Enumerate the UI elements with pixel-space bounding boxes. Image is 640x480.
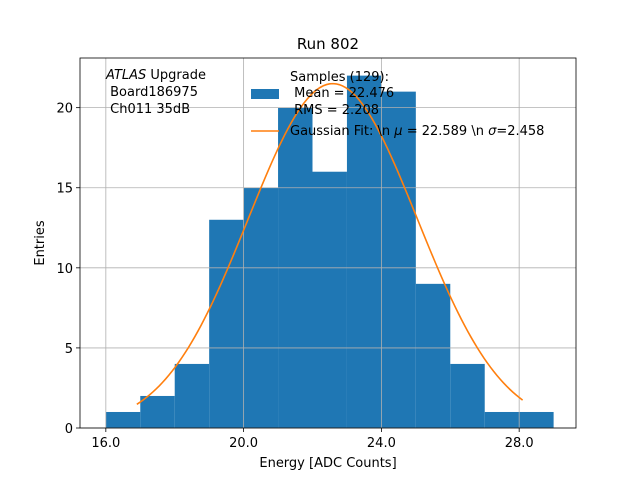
legend-title: Samples (129): <box>290 70 389 85</box>
annotation-line-1: ATLAS Upgrade <box>105 68 206 83</box>
histogram-bar <box>519 411 554 428</box>
histogram-bar <box>381 91 416 429</box>
plot-area <box>79 57 577 429</box>
histogram-bar <box>415 283 451 428</box>
legend-fit-prefix: Gaussian Fit: \n <box>290 124 394 139</box>
x-axis-ticks: 16.0 20.0 24.0 28.0 <box>91 428 534 451</box>
gaussian-fit-curve <box>136 82 524 406</box>
legend-hist-line-2: RMS = 2.208 <box>290 103 379 118</box>
annotation-line-2: Board186975 <box>106 85 198 100</box>
y-tick-label: 10 <box>56 262 73 277</box>
histogram-bar <box>105 411 141 428</box>
y-axis-label: Entries <box>33 220 48 266</box>
legend-fit-sigma-symbol: σ <box>488 124 497 139</box>
atlas-annotation: ATLAS Upgrade Board186975 Ch011 35dB <box>105 68 206 117</box>
legend-fit-mu-symbol: μ <box>393 124 402 139</box>
annotation-upgrade: Upgrade <box>146 68 206 83</box>
annotation-line-3: Ch011 35dB <box>106 102 190 117</box>
x-tick-label: 24.0 <box>367 436 396 451</box>
x-axis-label: Energy [ADC Counts] <box>259 456 396 471</box>
histogram-bar <box>243 187 279 428</box>
histogram-bar <box>484 411 520 428</box>
histogram-bar <box>346 75 382 428</box>
annotation-atlas: ATLAS <box>105 68 146 83</box>
legend-hist-line-1: Mean = 22.476 <box>290 86 394 101</box>
y-tick-label: 15 <box>56 182 73 197</box>
y-axis-ticks: 0 5 10 15 20 <box>56 102 80 437</box>
histogram-bar <box>209 219 244 428</box>
x-tick-label: 20.0 <box>229 436 258 451</box>
legend: Samples (129): Mean = 22.476 RMS = 2.208… <box>251 70 544 139</box>
legend-histogram-swatch <box>251 89 279 99</box>
legend-fit-mu-value: = 22.589 \n <box>403 124 489 139</box>
histogram-bar <box>140 395 175 428</box>
histogram-bar <box>312 171 347 428</box>
x-tick-label: 28.0 <box>505 436 534 451</box>
grid-lines <box>80 58 576 429</box>
y-tick-label: 5 <box>65 342 73 357</box>
y-tick-label: 0 <box>65 422 73 437</box>
histogram-bars <box>105 75 554 429</box>
y-tick-label: 20 <box>56 102 73 117</box>
legend-fit-sigma-value: =2.458 <box>496 124 544 139</box>
x-tick-label: 16.0 <box>91 436 120 451</box>
histogram-bar <box>450 363 485 428</box>
plot-frame <box>79 57 577 429</box>
chart-title: Run 802 <box>297 35 359 53</box>
histogram-bar <box>174 363 210 428</box>
legend-fit-label: Gaussian Fit: \n μ = 22.589 \n σ=2.458 <box>290 124 544 139</box>
